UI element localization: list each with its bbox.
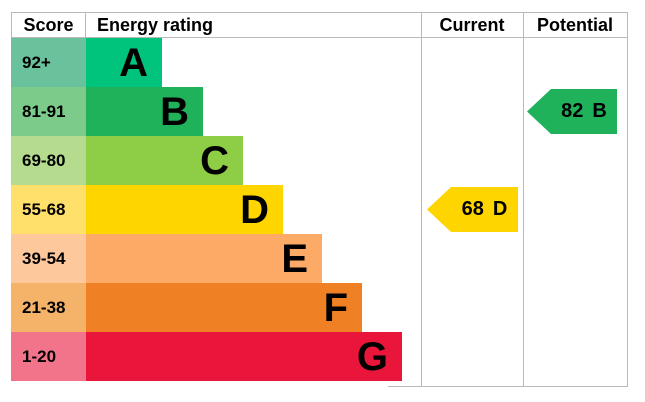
band-score-cell: 1-20 bbox=[11, 332, 86, 381]
grid-potential-left-line bbox=[523, 12, 524, 387]
grid-bottom-line bbox=[388, 386, 627, 387]
header-energy-rating: Energy rating bbox=[97, 14, 214, 35]
header-potential: Potential bbox=[536, 14, 613, 35]
band-letter: B bbox=[160, 89, 189, 134]
band-score-cell: 92+ bbox=[11, 38, 86, 87]
band-score-cell: 55-68 bbox=[11, 185, 86, 234]
band-bar: D bbox=[86, 185, 283, 234]
band-letter: C bbox=[200, 138, 229, 183]
grid-top-line bbox=[11, 12, 627, 13]
current-rating-score: 68 bbox=[461, 198, 484, 220]
band-bar: F bbox=[86, 283, 362, 332]
band-score-cell: 21-38 bbox=[11, 283, 86, 332]
band-bar: G bbox=[86, 332, 402, 381]
band-score-cell: 39-54 bbox=[11, 234, 86, 283]
band-letter: E bbox=[281, 236, 308, 281]
potential-rating-band: B bbox=[592, 100, 607, 122]
grid-left-line bbox=[11, 12, 12, 38]
grid-score-divider bbox=[85, 12, 86, 38]
band-bar: E bbox=[86, 234, 322, 283]
band-bar: C bbox=[86, 136, 243, 185]
grid-right-line bbox=[627, 12, 628, 387]
current-rating-arrow: 68 D bbox=[427, 187, 518, 232]
potential-rating-score: 82 bbox=[561, 100, 584, 122]
band-score-cell: 69-80 bbox=[11, 136, 86, 185]
band-letter: D bbox=[240, 187, 269, 232]
band-letter: F bbox=[323, 285, 348, 330]
grid-header-bottom-line bbox=[11, 37, 627, 38]
band-letter: A bbox=[119, 40, 148, 85]
band-bar: A bbox=[86, 38, 162, 87]
band-letter: G bbox=[356, 334, 388, 379]
potential-rating-arrow: 82 B bbox=[527, 89, 617, 134]
current-rating-band: D bbox=[492, 198, 508, 220]
band-score-cell: 81-91 bbox=[11, 87, 86, 136]
band-bar: B bbox=[86, 87, 203, 136]
header-current: Current bbox=[439, 14, 505, 35]
header-score: Score bbox=[23, 14, 74, 35]
grid-current-left-line bbox=[421, 12, 422, 387]
